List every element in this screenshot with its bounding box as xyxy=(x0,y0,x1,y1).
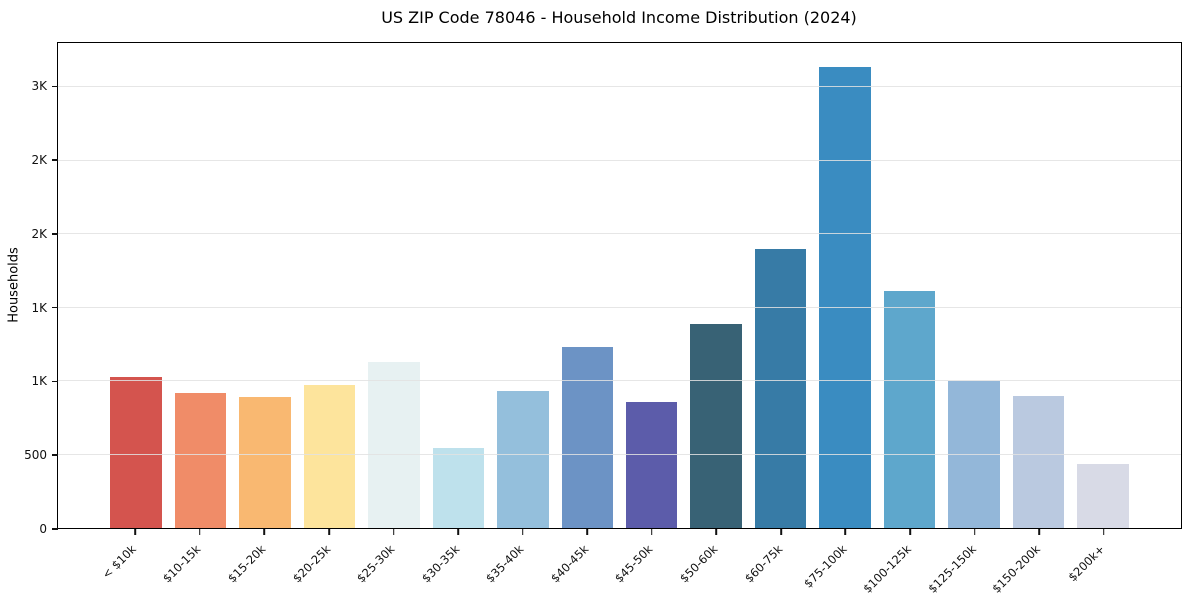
x-tick-label: $20-25k xyxy=(289,542,333,586)
x-tick-mark xyxy=(457,529,459,535)
x-tick-label: $200k+ xyxy=(1065,542,1108,585)
bar-slot xyxy=(555,43,619,528)
chart-title: US ZIP Code 78046 - Household Income Dis… xyxy=(381,8,857,27)
bar-75-100k xyxy=(819,66,871,528)
x-tick-label: $40-45k xyxy=(547,542,592,586)
bar-slot xyxy=(813,43,877,528)
x-tick-mark xyxy=(392,529,395,535)
x-tick-slot: $30-35k xyxy=(419,529,491,589)
y-tick-label: 500 xyxy=(24,448,47,463)
x-tick-slot: $75-100k xyxy=(801,529,878,591)
bar-50-60k xyxy=(690,323,742,528)
x-tick-mark xyxy=(263,529,266,535)
x-tick-slot: $35-40k xyxy=(483,529,555,589)
x-tick-mark xyxy=(715,529,718,535)
y-tick-label: 1K xyxy=(31,374,47,389)
bar-150-200k xyxy=(1012,396,1065,528)
bar-slot xyxy=(233,43,297,528)
y-tick-mark xyxy=(52,380,58,383)
x-tick-label: $35-40k xyxy=(483,542,527,586)
x-tick-mark xyxy=(844,529,847,535)
x-tick-mark xyxy=(1038,529,1040,535)
y-tick-mark xyxy=(52,233,58,235)
y-tick-mark xyxy=(52,528,58,530)
bar-200k xyxy=(1077,464,1129,528)
bar-45-50k xyxy=(625,402,678,528)
x-tick-mark xyxy=(328,529,330,535)
x-tick-slot: $200k+ xyxy=(1066,529,1136,589)
x-tick-label: $30-35k xyxy=(418,542,462,586)
bar-25-30k xyxy=(368,361,420,528)
x-tick-slot: $150-200k xyxy=(989,529,1072,596)
y-tick-mark xyxy=(52,159,58,161)
x-tick-slot: $50-60k xyxy=(677,529,749,589)
x-tick-mark xyxy=(780,529,782,535)
bar-slot xyxy=(491,43,555,528)
bar-slot xyxy=(620,43,684,528)
bar-slot xyxy=(104,43,168,528)
bar-10-15k xyxy=(174,392,227,528)
bar-100-125k xyxy=(883,291,936,528)
y-tick-label: 1K xyxy=(31,300,47,315)
bar-slot xyxy=(297,43,361,528)
bar-15-20k xyxy=(239,397,291,528)
x-tick-mark xyxy=(586,529,589,535)
x-tick-label: $60-75k xyxy=(741,542,785,586)
bars-layer xyxy=(58,43,1181,528)
bar-slot xyxy=(942,43,1006,528)
x-tick-slot: < $10k xyxy=(99,529,168,589)
bar-10k xyxy=(110,376,162,528)
bar-slot xyxy=(684,43,748,528)
x-tick-slot: $20-25k xyxy=(289,529,362,589)
x-tick-mark xyxy=(909,529,911,535)
bar-slot xyxy=(1006,43,1070,528)
x-tick-slot: $10-15k xyxy=(160,529,233,589)
y-tick-mark xyxy=(52,85,58,88)
x-tick-mark xyxy=(521,529,524,535)
plot-area xyxy=(57,42,1182,529)
x-tick-slot: $15-20k xyxy=(225,529,297,589)
x-tick-mark xyxy=(199,529,201,535)
x-tick-slot: $100-125k xyxy=(860,529,943,596)
bar-slot xyxy=(877,43,941,528)
x-tick-label: $45-50k xyxy=(612,542,656,586)
x-tick-label: < $10k xyxy=(99,542,140,582)
bar-slot xyxy=(426,43,490,528)
bar-slot xyxy=(1071,43,1135,528)
bar-slot xyxy=(168,43,232,528)
y-tick-label: 3K xyxy=(31,79,47,94)
bar-slot xyxy=(362,43,426,528)
x-tick-slot: $25-30k xyxy=(354,529,426,589)
bar-40-45k xyxy=(561,346,614,528)
x-tick-slot: $40-45k xyxy=(548,529,620,589)
x-tick-mark xyxy=(134,529,137,535)
y-tick-label: 0 xyxy=(39,522,47,536)
x-tick-slot: $45-50k xyxy=(612,529,685,589)
x-tick-slot: $60-75k xyxy=(741,529,814,589)
x-tick-mark xyxy=(1102,529,1105,535)
x-tick-label: $50-60k xyxy=(676,542,721,586)
x-axis: < $10k $10-15k $15-20k $20-25k $25-30k $30-35… xyxy=(57,529,1182,596)
y-axis: 0 500 1K 1K 2K 2K 3K xyxy=(0,42,58,536)
bar-slot xyxy=(748,43,812,528)
x-tick-label: $15-20k xyxy=(224,542,269,586)
x-tick-label: $10-15k xyxy=(160,542,204,586)
y-tick-mark xyxy=(52,454,58,456)
x-tick-mark xyxy=(650,529,653,535)
bar-35-40k xyxy=(497,391,549,528)
x-tick-label: $25-30k xyxy=(354,542,398,586)
y-tick-label: 2K xyxy=(31,153,47,168)
x-tick-slot: $125-150k xyxy=(925,529,1007,596)
bar-30-35k xyxy=(432,447,485,528)
bar-20-25k xyxy=(303,384,356,528)
bar-125-150k xyxy=(948,381,1000,528)
y-tick-mark xyxy=(52,306,58,309)
bar-60-75k xyxy=(754,248,807,528)
y-tick-label: 2K xyxy=(31,226,47,241)
x-tick-mark xyxy=(973,529,976,535)
